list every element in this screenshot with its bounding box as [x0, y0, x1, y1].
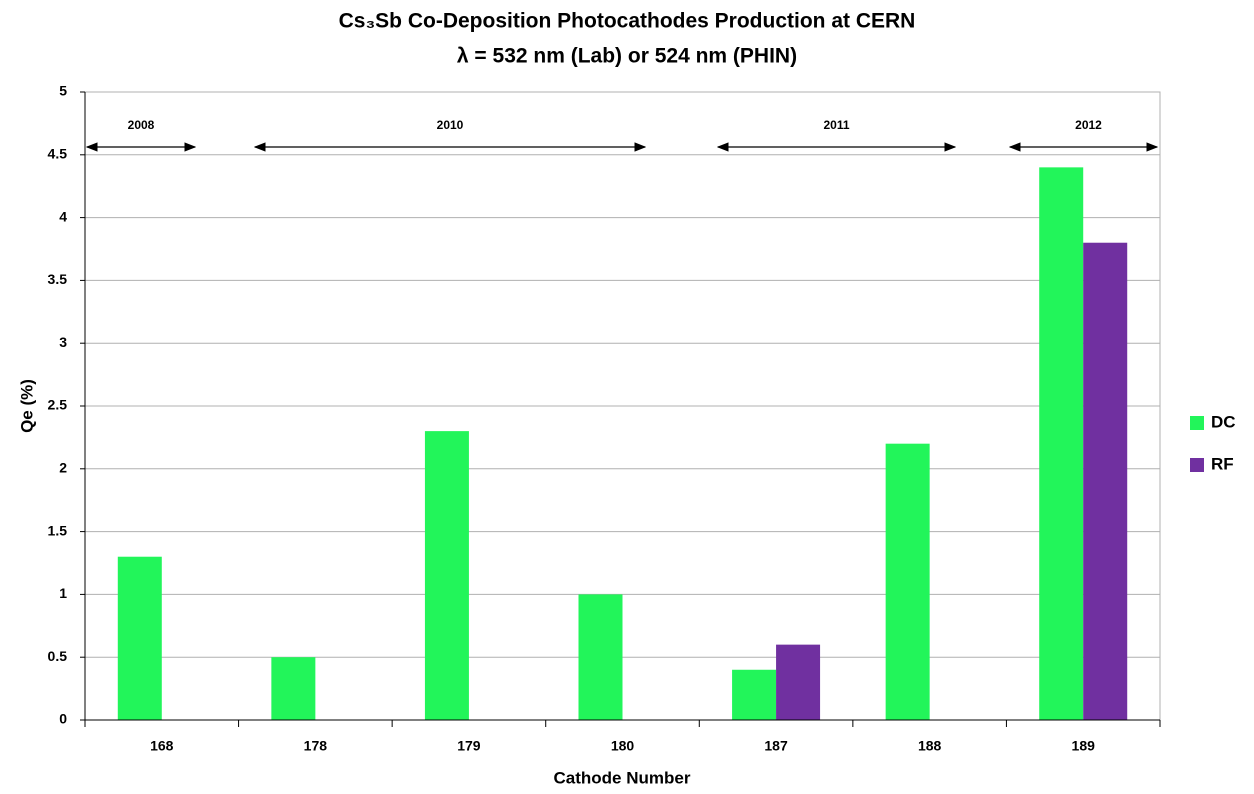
legend-swatch — [1190, 416, 1204, 430]
bar — [424, 431, 469, 720]
annotation: 2012 — [1075, 118, 1102, 132]
y-tick-label: 3 — [59, 334, 67, 350]
x-tick-label: 179 — [457, 738, 481, 754]
y-tick-label: 3.5 — [48, 271, 68, 287]
annotation: 2011 — [823, 118, 849, 132]
x-tick-label: 180 — [611, 738, 635, 754]
y-tick-label: 0.5 — [48, 648, 68, 664]
y-tick-label: 2 — [59, 460, 67, 476]
y-tick-label: 1 — [59, 585, 67, 601]
chart-subtitle: λ = 532 nm (Lab) or 524 nm (PHIN) — [457, 45, 797, 68]
x-axis-title: Cathode Number — [554, 768, 691, 787]
x-tick-label: 178 — [304, 738, 328, 754]
x-tick-label: 168 — [150, 738, 174, 754]
legend-swatch — [1190, 458, 1204, 472]
bar — [885, 443, 930, 720]
legend-label: DC — [1211, 412, 1236, 431]
y-tick-label: 1.5 — [48, 522, 68, 538]
bar — [732, 669, 777, 720]
bar — [117, 556, 162, 720]
x-tick-label: 188 — [918, 738, 942, 754]
chart-title: Cs₃Sb Co-Deposition Photocathodes Produc… — [339, 10, 916, 33]
bar — [1083, 242, 1128, 720]
bar — [578, 594, 623, 720]
y-tick-label: 4 — [59, 208, 67, 224]
y-tick-label: 4.5 — [48, 146, 68, 162]
y-tick-label: 5 — [59, 83, 67, 99]
bar — [271, 657, 316, 720]
y-tick-label: 0 — [59, 711, 67, 727]
annotation: 2008 — [128, 118, 155, 132]
bar — [1039, 167, 1084, 721]
legend-label: RF — [1211, 454, 1234, 473]
y-axis-title: Qe (%) — [17, 379, 36, 433]
x-tick-label: 189 — [1072, 738, 1096, 754]
y-tick-label: 2.5 — [48, 397, 68, 413]
bar — [776, 644, 821, 720]
annotation: 2010 — [437, 118, 464, 132]
x-tick-label: 187 — [764, 738, 788, 754]
